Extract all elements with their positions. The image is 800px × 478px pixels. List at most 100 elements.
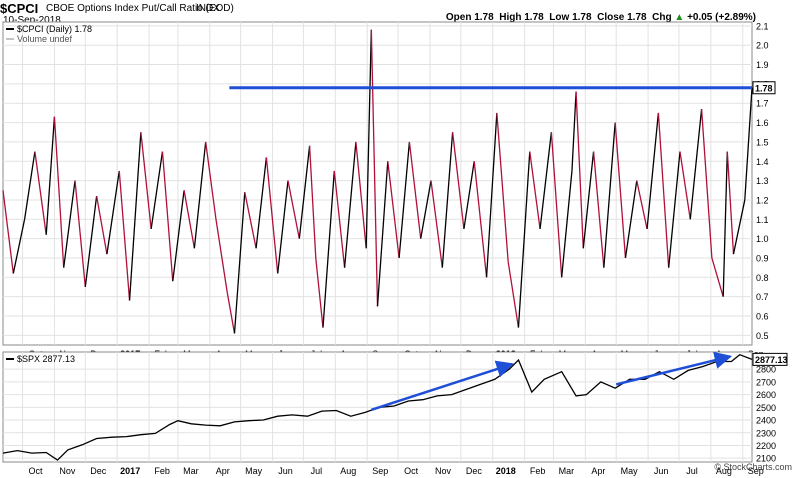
cpci-segment <box>408 141 422 239</box>
x-tick-label: Dec <box>466 466 483 476</box>
cpci-segment <box>726 151 735 255</box>
high-label: High <box>499 12 522 23</box>
cpci-segment <box>161 151 174 282</box>
x-tick-label: Jun <box>278 466 293 476</box>
cpci-segment <box>193 141 207 249</box>
x-tick-label: Jun <box>654 466 669 476</box>
cpci-segment <box>233 192 246 334</box>
x-tick-label: Aug <box>340 466 356 476</box>
cpci-segment <box>689 108 703 220</box>
cpci-segment <box>63 180 76 268</box>
cpci-segment <box>722 151 728 297</box>
legend-entry: $CPCI (Daily) 1.78 <box>17 24 92 34</box>
cpci-segment <box>473 161 488 278</box>
cpci-segment <box>150 151 164 230</box>
y-tick-label: 2700 <box>756 377 776 387</box>
last-value-box <box>752 81 776 95</box>
cpci-segment <box>732 199 746 255</box>
cpci-segment <box>84 195 98 288</box>
cpci-segment <box>12 219 26 274</box>
x-tick-label: Aug <box>716 466 732 476</box>
y-tick-label: 0.9 <box>756 253 769 263</box>
cpci-segment <box>315 257 324 328</box>
cpci-segment <box>517 151 531 328</box>
cpci-segment <box>441 132 454 268</box>
low-value: 1.78 <box>572 12 592 23</box>
cpci-segment <box>451 132 465 230</box>
cpci-segment <box>624 180 638 259</box>
cpci-segment <box>561 170 573 278</box>
cpci-segment <box>34 151 47 235</box>
y-tick-label: 2400 <box>756 416 776 426</box>
cpci-segment <box>370 29 379 307</box>
y-tick-label: 0.8 <box>756 273 769 283</box>
cpci-segment <box>550 132 563 278</box>
cpci-segment <box>657 112 670 268</box>
cpci-segment <box>205 141 217 220</box>
chart-date: 10-Sep-2018 <box>3 15 61 26</box>
y-tick-label: 2500 <box>756 403 776 413</box>
cpci-segment <box>333 170 346 268</box>
high-value: 1.78 <box>524 12 544 23</box>
last-value-label: 1.78 <box>755 83 773 93</box>
y-tick-label: 2800 <box>756 365 776 375</box>
cpci-segment <box>322 170 335 328</box>
cpci-segment <box>308 145 317 258</box>
chg-label: Chg <box>652 12 672 23</box>
y-tick-label: 1.3 <box>756 176 769 186</box>
trend-arrow <box>370 360 514 412</box>
y-tick-label: 2.1 <box>756 21 769 31</box>
cpci-segment <box>265 157 279 274</box>
x-tick-label: 2018 <box>496 466 516 476</box>
x-tick-label: Apr <box>591 466 605 476</box>
cpci-segment <box>53 116 65 268</box>
y-tick-label: 2200 <box>756 441 776 451</box>
cpci-segment <box>646 112 660 230</box>
low-label: Low <box>549 12 570 23</box>
cpci-segment <box>365 29 372 249</box>
cpci-segment <box>430 180 443 268</box>
y-tick-label: 1.7 <box>756 99 769 109</box>
cpci-segment <box>571 91 577 171</box>
cpci-segment <box>679 151 691 220</box>
quote-summary: Open 1.78 High 1.78 Low 1.78 Close 1.78 … <box>446 12 756 23</box>
cpci-segment <box>507 261 520 328</box>
chg-arrow-icon: ▲ <box>674 12 685 23</box>
x-tick-label: Jul <box>686 466 698 476</box>
x-tick-label: Sep <box>372 466 388 476</box>
x-tick-label: Mar <box>559 466 575 476</box>
cpci-segment <box>463 161 475 230</box>
chart-symbol: $CPCI <box>0 0 38 18</box>
cpci-segment <box>387 161 400 259</box>
cpci-segment <box>582 151 595 249</box>
cpci-segment <box>355 141 367 249</box>
cpci-segment <box>226 292 236 334</box>
cpci-segment <box>496 112 509 262</box>
cpci-segment <box>529 151 541 230</box>
x-tick-label: May <box>245 466 263 476</box>
cpci-segment <box>539 132 553 230</box>
cpci-segment <box>106 170 120 255</box>
cpci-segment <box>23 151 36 220</box>
legend-entry: $SPX 2877.13 <box>17 354 75 364</box>
x-tick-label: Mar <box>183 466 199 476</box>
cpci-segment <box>215 219 228 293</box>
symbol-label: $CPCI <box>0 1 39 16</box>
y-tick-label: 2.0 <box>756 41 769 51</box>
exchange-label: INDX <box>196 3 220 14</box>
x-tick-label: Feb <box>530 466 546 476</box>
y-tick-label: 2600 <box>756 390 776 400</box>
y-tick-label: 0.5 <box>756 331 769 341</box>
cpci-segment <box>711 257 724 297</box>
x-tick-label: Nov <box>435 466 452 476</box>
stockcharts-credit: © StockCharts.com <box>714 462 792 472</box>
cpci-segment <box>485 112 498 278</box>
cpci-segment <box>636 180 648 230</box>
cpci-segment <box>298 145 311 239</box>
x-tick-label: 2017 <box>120 466 140 476</box>
open-label: Open <box>445 12 472 23</box>
y-tick-label: 2300 <box>756 428 776 438</box>
cpci-segment <box>668 151 681 268</box>
cpci-segment <box>128 132 142 301</box>
